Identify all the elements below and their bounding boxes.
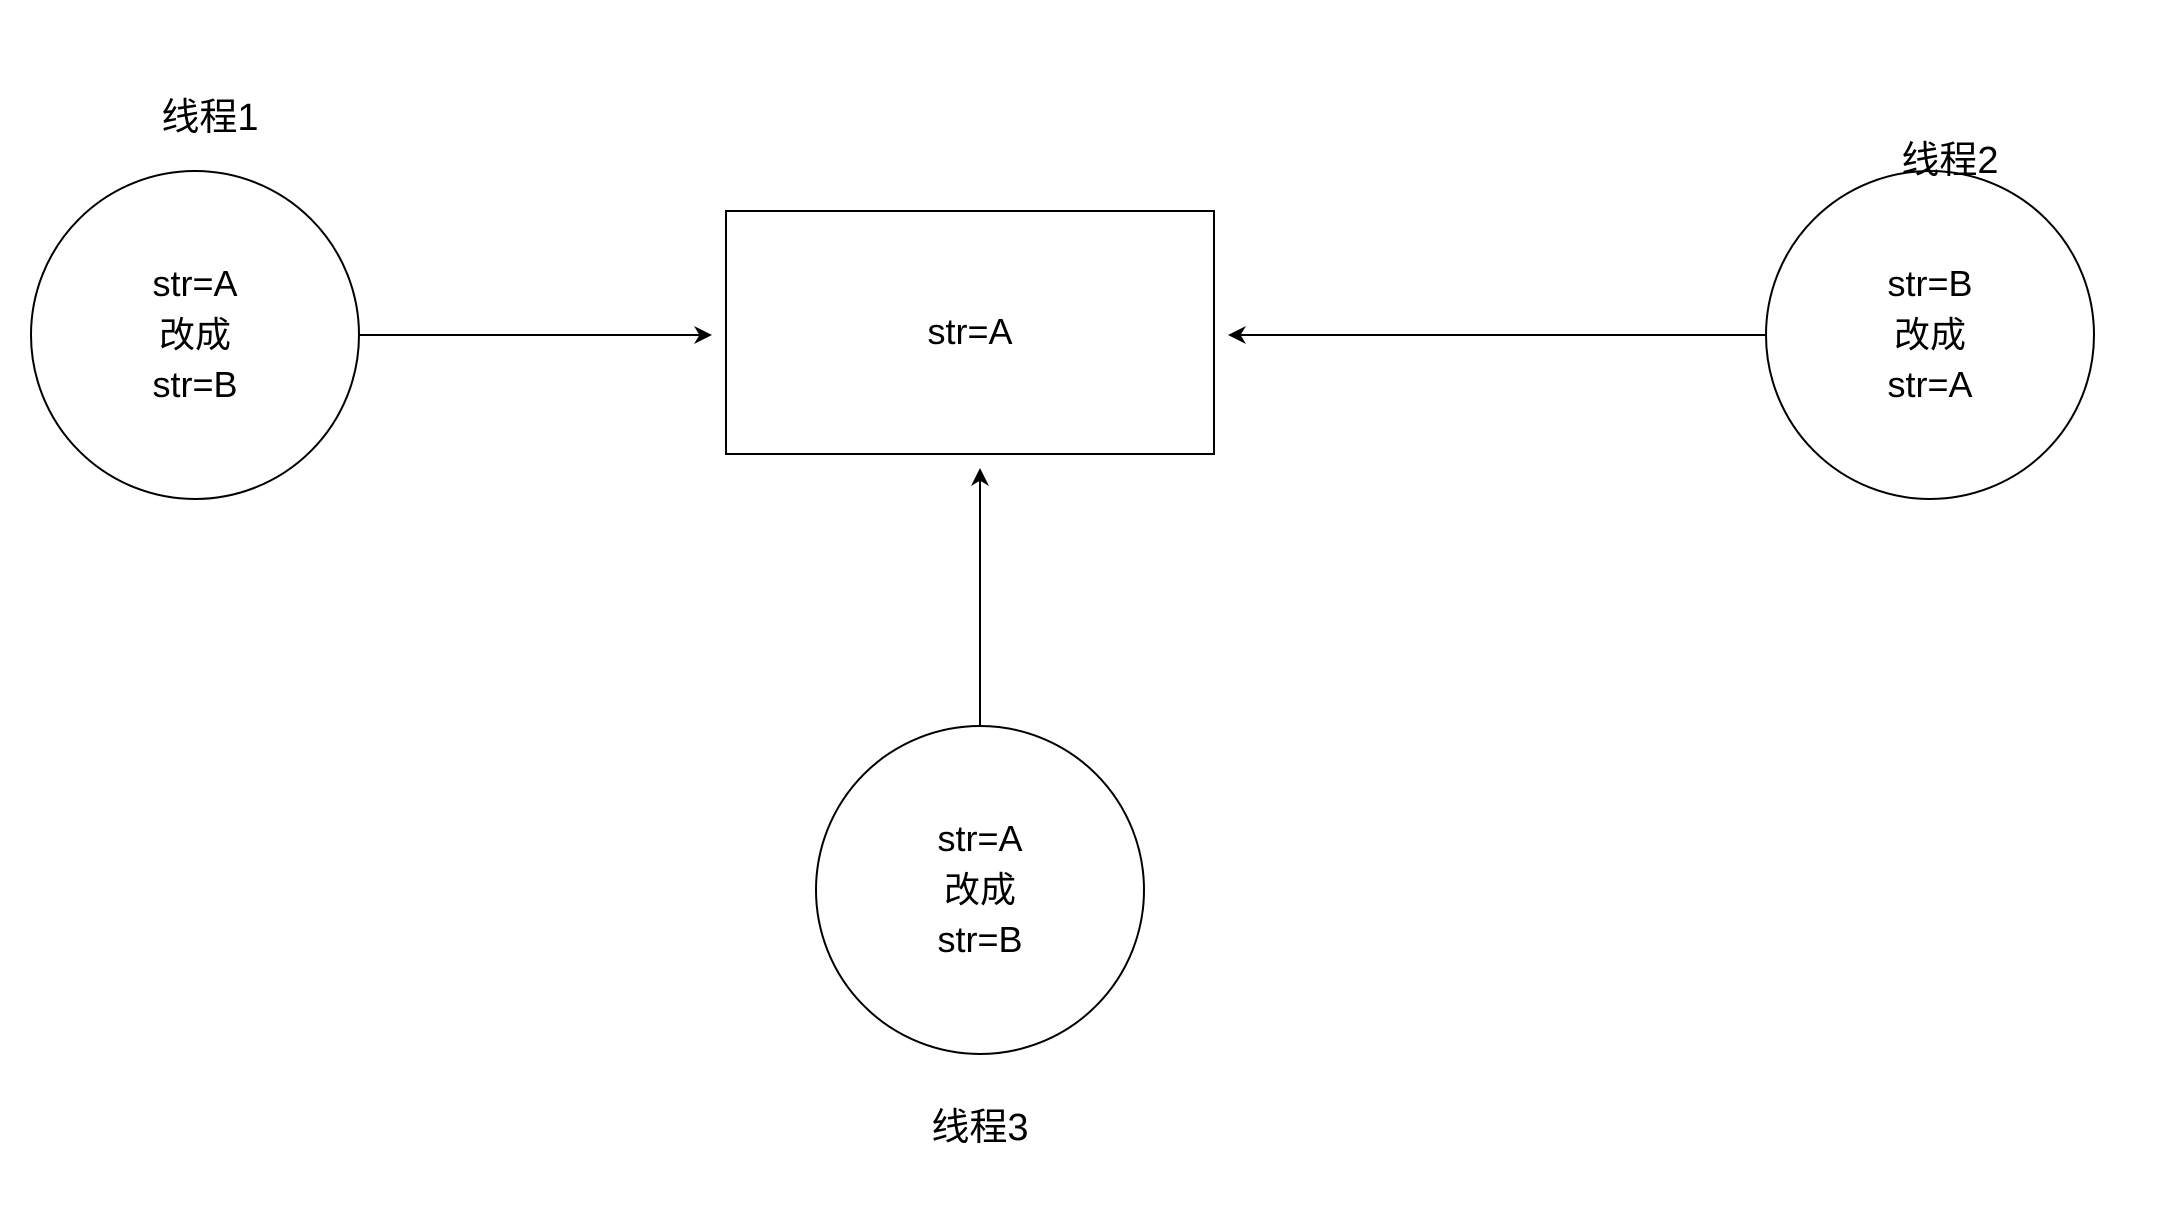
node-thread3: str=A改成str=B bbox=[815, 725, 1145, 1055]
node-text: str=A bbox=[937, 814, 1022, 864]
node-thread2: str=B改成str=A bbox=[1765, 170, 2095, 500]
node-text: str=A bbox=[152, 259, 237, 309]
diagram-container: str=A改成str=B线程1str=B改成str=A线程2str=A改成str… bbox=[0, 0, 2164, 1212]
node-text: str=A bbox=[927, 307, 1012, 357]
node-text: 改成 bbox=[1894, 310, 1966, 360]
node-text: 改成 bbox=[944, 865, 1016, 915]
node-center: str=A bbox=[725, 210, 1215, 455]
node-label-thread3: 线程3 bbox=[880, 1096, 1080, 1151]
edges-layer bbox=[0, 0, 2164, 1212]
node-label-thread2: 线程2 bbox=[1850, 129, 2050, 184]
node-label-thread1: 线程1 bbox=[110, 86, 310, 141]
node-thread1: str=A改成str=B bbox=[30, 170, 360, 500]
node-text: str=A bbox=[1887, 360, 1972, 410]
node-text: 改成 bbox=[159, 310, 231, 360]
node-text: str=B bbox=[1887, 259, 1972, 309]
node-text: str=B bbox=[152, 360, 237, 410]
node-text: str=B bbox=[937, 915, 1022, 965]
